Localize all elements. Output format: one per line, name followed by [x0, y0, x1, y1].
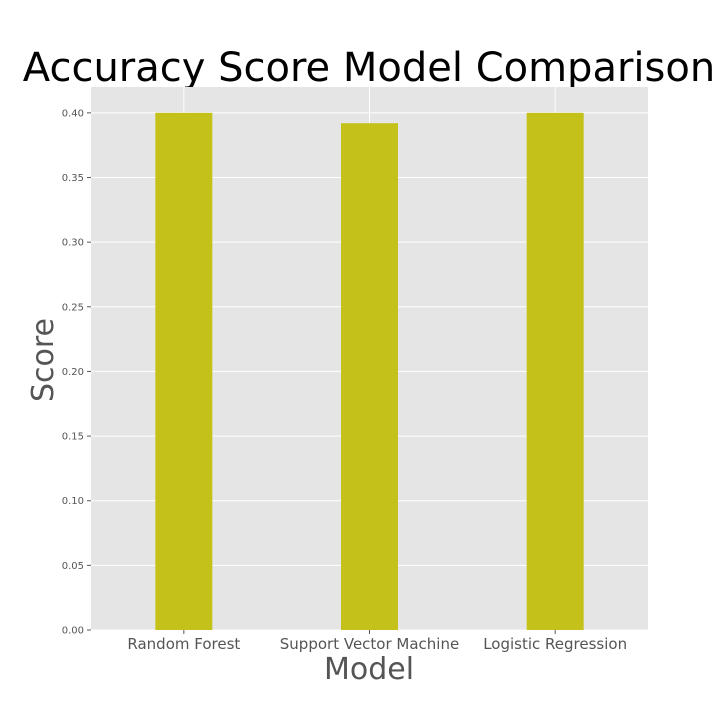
chart-title: Accuracy Score Model Comparison [23, 45, 715, 91]
x-axis-label: Model [324, 652, 414, 687]
y-tick-label: 0.05 [62, 561, 84, 572]
x-tick-label: Logistic Regression [483, 635, 627, 653]
bars [155, 112, 584, 631]
x-axis-ticks: Random Forest Support Vector Machine Logis… [127, 630, 627, 653]
x-tick-label: Support Vector Machine [280, 635, 459, 653]
y-tick-label: 0.40 [62, 108, 84, 119]
bar [155, 112, 213, 631]
y-tick-label: 0.15 [62, 432, 84, 443]
bar [526, 112, 584, 631]
y-tick-label: 0.20 [62, 367, 84, 378]
y-tick-label: 0.10 [62, 496, 84, 507]
y-tick-label: 0.00 [62, 626, 84, 637]
y-tick-label: 0.30 [62, 238, 84, 249]
y-axis-label: Score [26, 318, 61, 402]
bar [341, 123, 398, 630]
y-tick-label: 0.25 [62, 302, 84, 313]
y-axis-ticks: 0.00 0.05 0.10 0.15 0.20 0.25 0.30 0.35 0.40 [62, 108, 91, 637]
x-tick-label: Random Forest [127, 635, 240, 653]
y-tick-label: 0.35 [62, 173, 84, 184]
